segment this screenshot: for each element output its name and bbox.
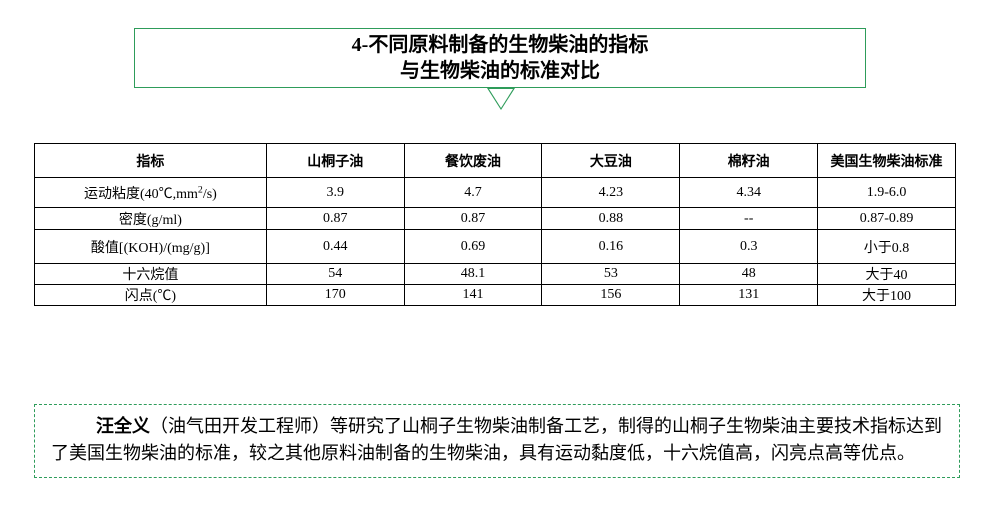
- table-cell: 48: [680, 264, 818, 285]
- table-cell: 4.34: [680, 178, 818, 208]
- col-header-3: 大豆油: [542, 144, 680, 178]
- table-cell: 4.7: [404, 178, 542, 208]
- col-header-2: 餐饮废油: [404, 144, 542, 178]
- table-row: 十六烷值 54 48.1 53 48 大于40: [35, 264, 956, 285]
- table-row: 闪点(℃) 170 141 156 131 大于100: [35, 285, 956, 306]
- table-cell: 0.3: [680, 230, 818, 264]
- table-cell: 大于40: [818, 264, 956, 285]
- table-cell: 0.87-0.89: [818, 208, 956, 230]
- table-cell: 1.9-6.0: [818, 178, 956, 208]
- note-text: 汪全义（油气田开发工程师）等研究了山桐子生物柴油制备工艺，制得的山桐子生物柴油主…: [51, 413, 943, 467]
- table-cell: 4.23: [542, 178, 680, 208]
- note-bold-name: 汪全义: [96, 416, 150, 436]
- title-box: 4-不同原料制备的生物柴油的指标 与生物柴油的标准对比: [134, 28, 866, 88]
- table-header-row: 指标 山桐子油 餐饮废油 大豆油 棉籽油 美国生物柴油标准: [35, 144, 956, 178]
- table-body: 运动粘度(40℃,mm2/s) 3.9 4.7 4.23 4.34 1.9-6.…: [35, 178, 956, 306]
- table-row: 酸值[(KOH)/(mg/g)] 0.44 0.69 0.16 0.3 小于0.…: [35, 230, 956, 264]
- indicator-cell: 酸值[(KOH)/(mg/g)]: [35, 230, 267, 264]
- indicator-cell: 密度(g/ml): [35, 208, 267, 230]
- table-cell: 0.16: [542, 230, 680, 264]
- table-cell: 0.87: [404, 208, 542, 230]
- title-line-2: 与生物柴油的标准对比: [400, 58, 600, 84]
- table-row: 密度(g/ml) 0.87 0.87 0.88 -- 0.87-0.89: [35, 208, 956, 230]
- indicator-cell: 闪点(℃): [35, 285, 267, 306]
- title-line-1: 4-不同原料制备的生物柴油的指标: [352, 32, 649, 58]
- table-cell: 0.69: [404, 230, 542, 264]
- indicator-cell: 十六烷值: [35, 264, 267, 285]
- table-cell: 48.1: [404, 264, 542, 285]
- note-rest: （油气田开发工程师）等研究了山桐子生物柴油制备工艺，制得的山桐子生物柴油主要技术…: [51, 416, 942, 463]
- comparison-table: 指标 山桐子油 餐饮废油 大豆油 棉籽油 美国生物柴油标准 运动粘度(40℃,m…: [34, 143, 956, 306]
- arrow-down-icon: [487, 88, 515, 110]
- table-cell: 170: [266, 285, 404, 306]
- table-cell: 53: [542, 264, 680, 285]
- table-cell: 0.44: [266, 230, 404, 264]
- table-cell: 156: [542, 285, 680, 306]
- indicator-cell: 运动粘度(40℃,mm2/s): [35, 178, 267, 208]
- col-header-indicator: 指标: [35, 144, 267, 178]
- table-cell: 141: [404, 285, 542, 306]
- table-cell: 54: [266, 264, 404, 285]
- table-cell: 0.87: [266, 208, 404, 230]
- table-cell: 0.88: [542, 208, 680, 230]
- table-cell: 小于0.8: [818, 230, 956, 264]
- table-cell: 131: [680, 285, 818, 306]
- table-cell: 3.9: [266, 178, 404, 208]
- table-row: 运动粘度(40℃,mm2/s) 3.9 4.7 4.23 4.34 1.9-6.…: [35, 178, 956, 208]
- col-header-1: 山桐子油: [266, 144, 404, 178]
- col-header-4: 棉籽油: [680, 144, 818, 178]
- note-box: 汪全义（油气田开发工程师）等研究了山桐子生物柴油制备工艺，制得的山桐子生物柴油主…: [34, 404, 960, 478]
- col-header-5: 美国生物柴油标准: [818, 144, 956, 178]
- table-cell: 大于100: [818, 285, 956, 306]
- table-cell: --: [680, 208, 818, 230]
